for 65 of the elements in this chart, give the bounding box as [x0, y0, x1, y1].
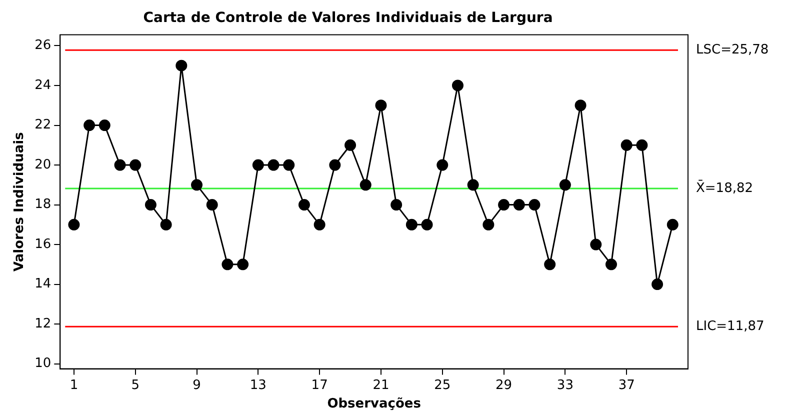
point: [390, 199, 402, 211]
point: [314, 218, 326, 230]
x-tick-label: 1: [70, 378, 78, 393]
y-tick-label: 14: [34, 276, 52, 292]
point: [513, 199, 525, 211]
point: [436, 159, 448, 171]
point: [666, 218, 678, 230]
point: [114, 159, 126, 171]
y-tick-label: 12: [34, 316, 52, 332]
point: [237, 258, 249, 270]
point: [98, 120, 110, 132]
point: [329, 159, 341, 171]
point: [559, 179, 571, 191]
point: [298, 199, 310, 211]
point: [452, 80, 464, 92]
x-tick-label: 29: [496, 378, 512, 393]
x-tick-label: 37: [618, 378, 635, 393]
point: [421, 218, 433, 230]
point: [482, 218, 494, 230]
point: [191, 179, 203, 191]
ref-line-label: LSC=25,78: [696, 42, 769, 58]
point: [375, 100, 387, 112]
y-tick-label: 22: [34, 118, 52, 133]
point: [283, 159, 295, 171]
ref-line-label: X̄=18,82: [696, 179, 754, 196]
y-tick-label: 24: [34, 78, 52, 93]
point: [636, 139, 648, 151]
point: [620, 139, 632, 151]
y-tick-label: 16: [34, 236, 52, 252]
point: [160, 218, 172, 230]
y-tick-label: 20: [34, 157, 52, 172]
point: [590, 238, 602, 250]
point: [360, 179, 372, 191]
point: [144, 199, 156, 211]
y-axis-title: Valores Individuais: [12, 132, 28, 272]
y-tick-label: 10: [34, 356, 52, 372]
point: [268, 159, 280, 171]
y-tick-label: 18: [34, 197, 52, 212]
y-tick-label: 26: [34, 38, 52, 54]
point: [344, 139, 356, 151]
point: [252, 159, 264, 171]
point: [544, 258, 556, 270]
point: [605, 258, 617, 270]
point: [528, 199, 540, 211]
point: [206, 199, 218, 211]
point: [222, 258, 234, 270]
x-tick-label: 13: [250, 378, 266, 393]
x-tick-label: 33: [556, 378, 574, 393]
x-tick-label: 9: [192, 378, 201, 393]
point: [84, 120, 96, 132]
ref-line-label: LIC=11,87: [696, 319, 764, 334]
x-axis-title: Observações: [327, 396, 422, 412]
point: [406, 218, 418, 230]
point: [574, 100, 586, 112]
point: [498, 199, 510, 211]
point: [467, 179, 479, 191]
point: [652, 278, 664, 290]
point: [68, 218, 80, 230]
x-tick-label: 5: [131, 378, 140, 393]
chart-title: Carta de Controle de Valores Individuais de Largura: [143, 10, 553, 26]
point: [130, 159, 142, 171]
x-tick-label: 25: [434, 378, 451, 393]
point: [176, 60, 188, 72]
x-tick-label: 17: [311, 378, 328, 393]
x-tick-label: 21: [372, 378, 390, 393]
